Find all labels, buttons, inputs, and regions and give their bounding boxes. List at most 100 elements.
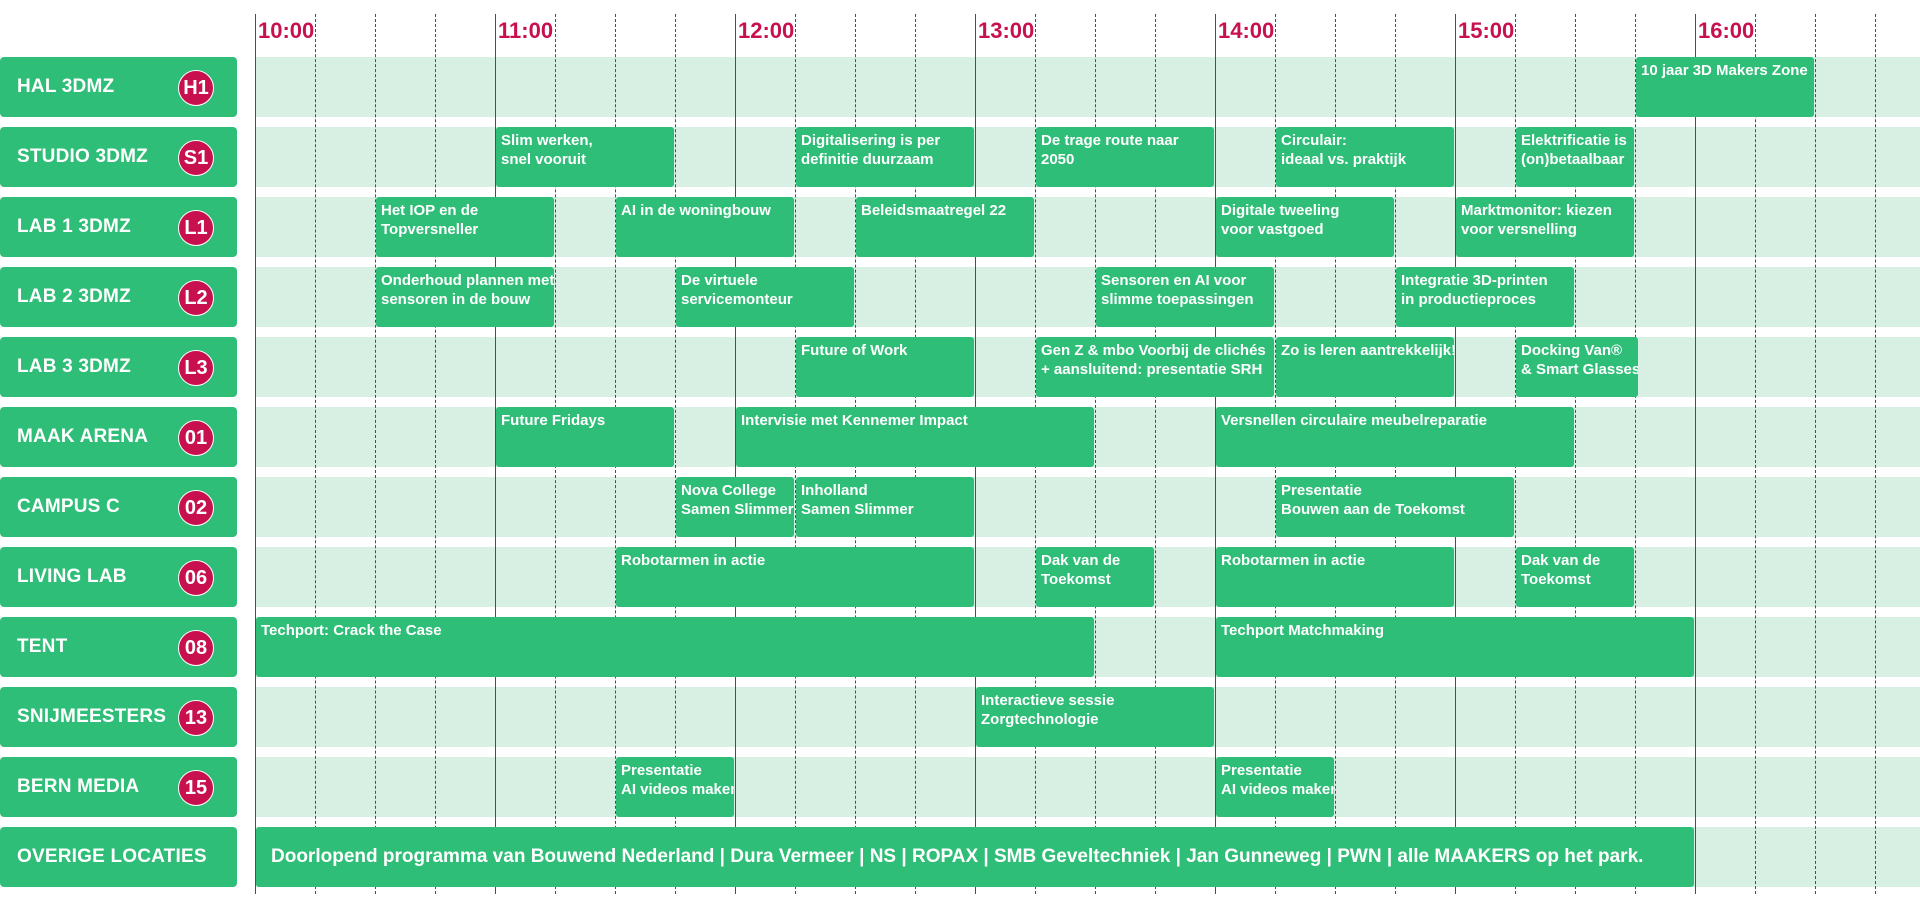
event-block[interactable]: Robotarmen in actie [1216, 547, 1454, 607]
location-name: LAB 2 3DMZ [17, 286, 131, 307]
hour-label: 16:00 [1698, 18, 1755, 43]
location-name: BERN MEDIA [17, 776, 140, 797]
event-block[interactable]: De trage route naar 2050 [1036, 127, 1214, 187]
event-block[interactable]: Future of Work [796, 337, 974, 397]
event-block[interactable]: Digitalisering is per definitie duurzaam [796, 127, 974, 187]
quarter-line [375, 14, 376, 894]
event-block[interactable]: Techport Matchmaking [1216, 617, 1694, 677]
event-block[interactable]: De virtuele servicemonteur [676, 267, 854, 327]
event-block[interactable]: Integratie 3D-printen in productieproces [1396, 267, 1574, 327]
quarter-line [1575, 14, 1576, 894]
location-name: CAMPUS C [17, 496, 120, 517]
event-title-line: sensoren in de bouw [381, 291, 531, 308]
event-block[interactable]: Presentatie Bouwen aan de Toekomst [1276, 477, 1514, 537]
location-code-badge: H1 [178, 70, 214, 106]
event-title-line: Zorgtechnologie [981, 711, 1099, 728]
event-title-line: Integratie 3D-printen [1401, 272, 1548, 289]
event-title-line: Future of Work [801, 342, 908, 359]
event-title-line: Marktmonitor: kiezen [1461, 202, 1612, 219]
event-title-line: Digitale tweeling [1221, 202, 1340, 219]
location-label: BERN MEDIA 15 [0, 757, 237, 817]
location-label: STUDIO 3DMZ S1 [0, 127, 237, 187]
location-name: LAB 1 3DMZ [17, 216, 131, 237]
event-title-line: voor vastgoed [1221, 221, 1324, 238]
location-code-badge: L2 [178, 280, 214, 316]
location-label: OVERIGE LOCATIES [0, 827, 237, 887]
location-name: HAL 3DMZ [17, 76, 115, 97]
event-title-line: Dak van de [1041, 552, 1121, 569]
event-block[interactable]: Dak van de Toekomst [1036, 547, 1154, 607]
event-block[interactable]: Zo is leren aantrekkelijk! [1276, 337, 1454, 397]
event-title-line: Bouwen aan de Toekomst [1281, 501, 1465, 518]
event-title-line: Robotarmen in actie [1221, 552, 1366, 569]
event-block[interactable]: Future Fridays [496, 407, 674, 467]
event-title-line: Gen Z & mbo Voorbij de clichés [1041, 342, 1266, 359]
event-block[interactable]: Docking Van® & Smart Glasses [1516, 337, 1638, 397]
event-block[interactable]: Slim werken, snel vooruit [496, 127, 674, 187]
event-title-line: Slim werken, [501, 132, 593, 149]
event-block[interactable]: AI in de woningbouw [616, 197, 794, 257]
location-name: LIVING LAB [17, 566, 127, 587]
event-block[interactable]: Robotarmen in actie [616, 547, 974, 607]
event-title-line: Samen Slimmer [681, 501, 794, 518]
location-label: MAAK ARENA 01 [0, 407, 237, 467]
row-background [255, 757, 1920, 817]
event-block[interactable]: Interactieve sessie Zorgtechnologie [976, 687, 1214, 747]
event-title-line: De trage route naar [1041, 132, 1179, 149]
quarter-line [675, 14, 676, 894]
event-title-line: Techport Matchmaking [1221, 622, 1385, 639]
event-title-line: Het IOP en de [381, 202, 479, 219]
event-title-line: Zo is leren aantrekkelijk! [1281, 342, 1454, 359]
event-block[interactable]: Elektrificatie is (on)betaalbaar [1516, 127, 1634, 187]
event-block[interactable]: Circulair: ideaal vs. praktijk [1276, 127, 1454, 187]
event-block[interactable]: Het IOP en de Topversneller [376, 197, 554, 257]
event-block[interactable]: 10 jaar 3D Makers Zone [1636, 57, 1814, 117]
event-title-line: Onderhoud plannen met [381, 272, 554, 289]
event-block[interactable]: Onderhoud plannen met sensoren in de bouw [376, 267, 554, 327]
event-block[interactable]: Techport: Crack the Case [256, 617, 1094, 677]
event-block[interactable]: Nova College Samen Slimmer [676, 477, 794, 537]
event-title-line: + aansluitend: presentatie SRH [1041, 361, 1263, 378]
event-title-line: Interactieve sessie [981, 692, 1115, 709]
event-block[interactable]: Sensoren en AI voor slimme toepassingen [1096, 267, 1274, 327]
location-code-badge: 13 [178, 700, 214, 736]
event-title-line: Nova College [681, 482, 777, 499]
location-code-badge: L3 [178, 350, 214, 386]
event-title-line: Robotarmen in actie [621, 552, 766, 569]
location-name: OVERIGE LOCATIES [17, 846, 207, 867]
event-block[interactable]: Dak van de Toekomst [1516, 547, 1634, 607]
row-background [255, 477, 1920, 537]
hour-label: 10:00 [258, 18, 315, 43]
location-code-badge: 15 [178, 770, 214, 806]
location-code-badge: 01 [178, 420, 214, 456]
event-title-line: Versnellen circulaire meubelreparatie [1221, 412, 1487, 429]
event-title-line: Techport: Crack the Case [261, 622, 442, 639]
event-block[interactable]: Versnellen circulaire meubelreparatie [1216, 407, 1574, 467]
location-code-badge: 02 [178, 490, 214, 526]
event-block[interactable]: Gen Z & mbo Voorbij de clichés + aansluit… [1036, 337, 1274, 397]
location-name: LAB 3 3DMZ [17, 356, 131, 377]
location-name: STUDIO 3DMZ [17, 146, 148, 167]
event-title-line: slimme toepassingen [1101, 291, 1254, 308]
hour-label: 14:00 [1218, 18, 1275, 43]
event-title-line: definitie duurzaam [801, 151, 934, 168]
event-title-line: AI in de woningbouw [621, 202, 771, 219]
event-block[interactable]: Intervisie met Kennemer Impact [736, 407, 1094, 467]
location-label: SNIJMEESTERS 13 [0, 687, 237, 747]
event-block[interactable]: Digitale tweeling voor vastgoed [1216, 197, 1394, 257]
event-title-line: Presentatie [1281, 482, 1362, 499]
event-block[interactable]: Marktmonitor: kiezen voor versnelling [1456, 197, 1634, 257]
quarter-line [1635, 14, 1636, 894]
event-title-line: Samen Slimmer [801, 501, 914, 518]
event-title-line: Beleidsmaatregel 22 [861, 202, 1007, 219]
event-block[interactable]: Beleidsmaatregel 22 [856, 197, 1034, 257]
event-block[interactable]: Presentatie AI videos maken [1216, 757, 1334, 817]
event-block[interactable]: Doorlopend programma van Bouwend Nederla… [256, 827, 1694, 887]
event-title-line: De virtuele [681, 272, 758, 289]
event-block[interactable]: Presentatie AI videos maken [616, 757, 734, 817]
location-label: CAMPUS C 02 [0, 477, 237, 537]
location-name: MAAK ARENA [17, 426, 149, 447]
event-block[interactable]: Inholland Samen Slimmer [796, 477, 974, 537]
event-title-line: Presentatie [621, 762, 702, 779]
